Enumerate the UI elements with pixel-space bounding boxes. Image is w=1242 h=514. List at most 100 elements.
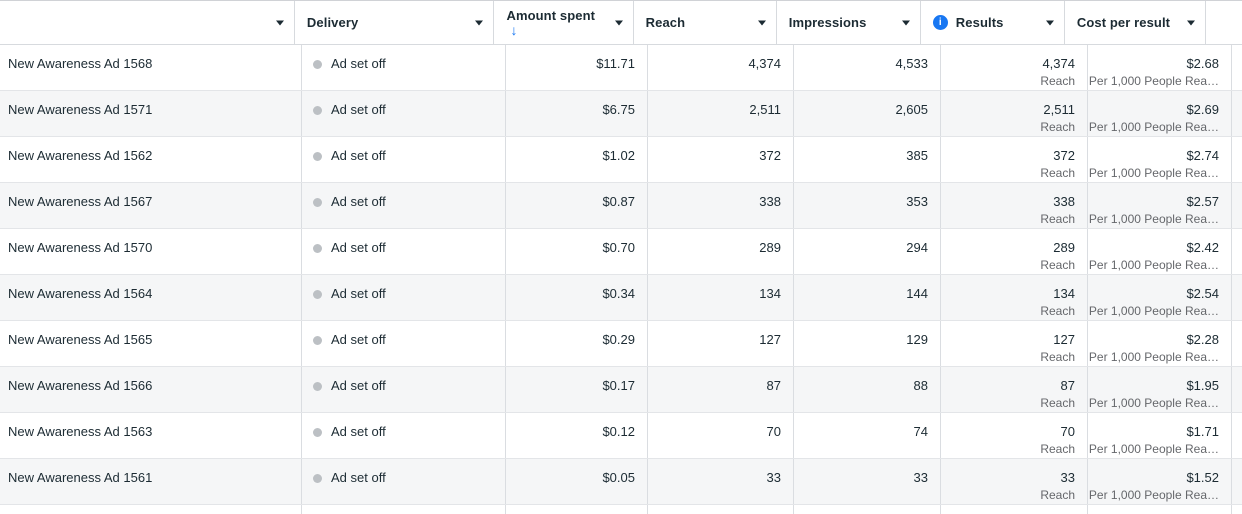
delivery-cell: Ad set off (302, 183, 506, 228)
results-cell: 338 Reach (941, 183, 1088, 228)
cost-per-result-cell: $1.95 Per 1,000 People Rea… (1088, 367, 1232, 412)
results-cell: 70 Reach (941, 413, 1088, 458)
reach-value: 338 (759, 194, 781, 209)
ad-name-cell[interactable]: New Awareness Ad 1568 (0, 45, 302, 90)
results-value: 134 (1053, 286, 1075, 301)
ad-name-cell[interactable]: New Awareness Ad 1563 (0, 413, 302, 458)
ad-name-link[interactable]: New Awareness Ad 1566 (8, 378, 153, 393)
chevron-down-icon[interactable] (757, 20, 766, 25)
delivery-status-label: Ad set off (331, 470, 386, 485)
ad-name-link[interactable]: New Awareness Ad 1568 (8, 56, 153, 71)
chevron-down-icon[interactable] (901, 20, 910, 25)
ad-name-link[interactable]: New Awareness Ad 1570 (8, 240, 153, 255)
table-body: New Awareness Ad 1568 Ad set off $11.71 … (0, 45, 1242, 505)
table-row[interactable]: New Awareness Ad 1563 Ad set off $0.12 7… (0, 413, 1242, 459)
table-row[interactable]: New Awareness Ad 1561 Ad set off $0.05 3… (0, 459, 1242, 505)
header-reach[interactable]: Reach (634, 1, 777, 44)
next-column-sliver (1232, 91, 1242, 136)
delivery-cell: Ad set off (302, 45, 506, 90)
results-sublabel: Reach (1040, 350, 1075, 364)
table-row[interactable]: New Awareness Ad 1568 Ad set off $11.71 … (0, 45, 1242, 91)
reach-cell: 4,374 (648, 45, 794, 90)
table-row[interactable]: New Awareness Ad 1562 Ad set off $1.02 3… (0, 137, 1242, 183)
table-row[interactable]: New Awareness Ad 1566 Ad set off $0.17 8… (0, 367, 1242, 413)
ad-name-cell[interactable]: New Awareness Ad 1571 (0, 91, 302, 136)
reach-value: 134 (759, 286, 781, 301)
reach-value: 289 (759, 240, 781, 255)
ad-name-cell[interactable]: New Awareness Ad 1564 (0, 275, 302, 320)
impressions-cell: 353 (794, 183, 941, 228)
table-row[interactable]: New Awareness Ad 1564 Ad set off $0.34 1… (0, 275, 1242, 321)
ad-name-link[interactable]: New Awareness Ad 1564 (8, 286, 153, 301)
ad-name-cell[interactable]: New Awareness Ad 1570 (0, 229, 302, 274)
table-row[interactable]: New Awareness Ad 1565 Ad set off $0.29 1… (0, 321, 1242, 367)
next-column-sliver (1232, 413, 1242, 458)
next-column-sliver (1232, 45, 1242, 90)
impressions-cell: 33 (794, 459, 941, 504)
reach-cell: 70 (648, 413, 794, 458)
cost-per-result-cell: $2.57 Per 1,000 People Rea… (1088, 183, 1232, 228)
next-column-sliver (1232, 275, 1242, 320)
ad-name-link[interactable]: New Awareness Ad 1563 (8, 424, 153, 439)
cost-per-result-cell: $1.71 Per 1,000 People Rea… (1088, 413, 1232, 458)
chevron-down-icon[interactable] (614, 20, 623, 25)
cost-basis-label: Per 1,000 People Rea… (1088, 442, 1219, 456)
delivery-status-label: Ad set off (331, 286, 386, 301)
ad-name-link[interactable]: New Awareness Ad 1567 (8, 194, 153, 209)
chevron-down-icon[interactable] (1045, 20, 1054, 25)
impressions-value: 74 (913, 424, 928, 439)
header-results[interactable]: i Results (921, 1, 1065, 44)
results-cell: 372 Reach (941, 137, 1088, 182)
header-next-column-sliver (1206, 1, 1242, 44)
ad-name-cell[interactable]: New Awareness Ad 1567 (0, 183, 302, 228)
reach-cell: 127 (648, 321, 794, 366)
results-sublabel: Reach (1040, 258, 1075, 272)
ad-name-link[interactable]: New Awareness Ad 1565 (8, 332, 153, 347)
reach-value: 33 (766, 470, 781, 485)
next-column-sliver (1232, 183, 1242, 228)
amount-spent-cell: $0.87 (506, 183, 648, 228)
ad-name-link[interactable]: New Awareness Ad 1561 (8, 470, 153, 485)
cost-basis-label: Per 1,000 People Rea… (1088, 396, 1219, 410)
table-row[interactable]: New Awareness Ad 1570 Ad set off $0.70 2… (0, 229, 1242, 275)
chevron-down-icon[interactable] (1187, 20, 1195, 25)
ad-name-cell[interactable]: New Awareness Ad 1561 (0, 459, 302, 504)
ad-name-cell[interactable]: New Awareness Ad 1565 (0, 321, 302, 366)
impressions-value: 385 (906, 148, 928, 163)
ad-name-cell[interactable]: New Awareness Ad 1562 (0, 137, 302, 182)
results-value: 4,374 (1042, 56, 1075, 71)
sort-descending-icon[interactable]: ↓ (510, 22, 518, 38)
results-sublabel: Reach (1040, 304, 1075, 318)
cost-per-result-value: $1.71 (1186, 424, 1219, 439)
header-impressions[interactable]: Impressions (777, 1, 921, 44)
impressions-value: 2,605 (895, 102, 928, 117)
status-dot-icon (313, 106, 322, 115)
impressions-value: 353 (906, 194, 928, 209)
table-row[interactable]: New Awareness Ad 1571 Ad set off $6.75 2… (0, 91, 1242, 137)
header-amount-spent[interactable]: Amount spent ↓ (494, 1, 634, 44)
cost-per-result-value: $1.95 (1186, 378, 1219, 393)
amount-spent-value: $0.70 (602, 240, 635, 255)
chevron-down-icon[interactable] (475, 20, 484, 25)
ad-name-link[interactable]: New Awareness Ad 1571 (8, 102, 153, 117)
delivery-cell: Ad set off (302, 275, 506, 320)
header-ad-name[interactable] (0, 1, 295, 44)
header-cost-per-result[interactable]: Cost per result (1065, 1, 1206, 44)
results-cell: 87 Reach (941, 367, 1088, 412)
delivery-cell: Ad set off (302, 137, 506, 182)
table-row[interactable]: New Awareness Ad 1567 Ad set off $0.87 3… (0, 183, 1242, 229)
ad-name-link[interactable]: New Awareness Ad 1562 (8, 148, 153, 163)
amount-spent-value: $0.17 (602, 378, 635, 393)
next-column-sliver (1232, 137, 1242, 182)
ad-name-cell[interactable]: New Awareness Ad 1566 (0, 367, 302, 412)
chevron-down-icon[interactable] (275, 20, 284, 25)
results-sublabel: Reach (1040, 396, 1075, 410)
info-icon[interactable]: i (932, 15, 948, 30)
results-cell: 33 Reach (941, 459, 1088, 504)
reach-value: 127 (759, 332, 781, 347)
impressions-value: 129 (906, 332, 928, 347)
impressions-value: 88 (913, 378, 928, 393)
delivery-cell: Ad set off (302, 459, 506, 504)
header-delivery[interactable]: Delivery (295, 1, 495, 44)
